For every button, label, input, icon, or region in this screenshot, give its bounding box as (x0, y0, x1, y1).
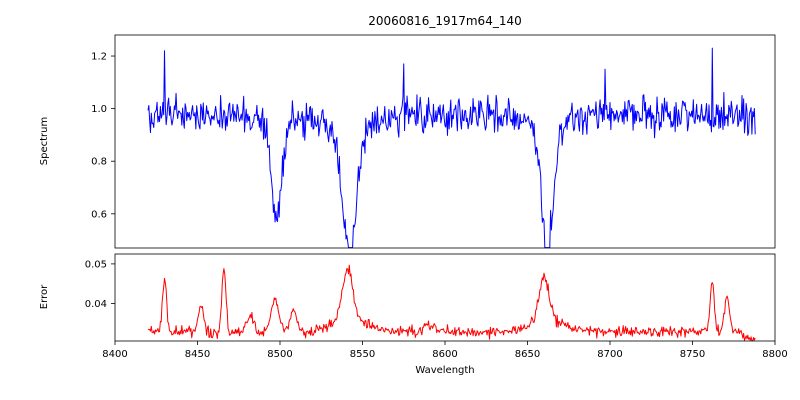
x-tick-label: 8450 (185, 349, 210, 360)
chart-title: 20060816_1917m64_140 (368, 14, 521, 28)
y-tick-label: 0.05 (85, 259, 107, 270)
y-tick-label: 1.2 (91, 52, 107, 63)
spectrum-axes-frame (114, 34, 776, 249)
y-axis-label-error: Error (39, 284, 50, 309)
y-tick-label: 0.8 (91, 157, 107, 168)
x-tick-label: 8500 (267, 349, 292, 360)
x-tick-label: 8400 (102, 349, 127, 360)
spectrum-line (147, 47, 756, 249)
x-tick-label: 8800 (762, 349, 787, 360)
x-axis-label: Wavelength (415, 365, 474, 376)
error-line (147, 264, 756, 342)
x-tick-label: 8600 (432, 349, 457, 360)
y-axis-label-spectrum: Spectrum (39, 117, 50, 165)
x-tick-label: 8650 (515, 349, 540, 360)
y-tick-label: 0.04 (85, 299, 107, 310)
x-tick-label: 8750 (680, 349, 705, 360)
plot-layers: 0.6 0.8 1.0 1.2 0.04 0.05 8400 8450 8500 8550 8600… (85, 34, 788, 360)
error-axes-frame (114, 253, 776, 342)
x-tick-label: 8550 (350, 349, 375, 360)
y-tick-label: 0.6 (91, 209, 107, 220)
x-tick-label: 8700 (597, 349, 622, 360)
y-tick-label: 1.0 (91, 104, 107, 115)
